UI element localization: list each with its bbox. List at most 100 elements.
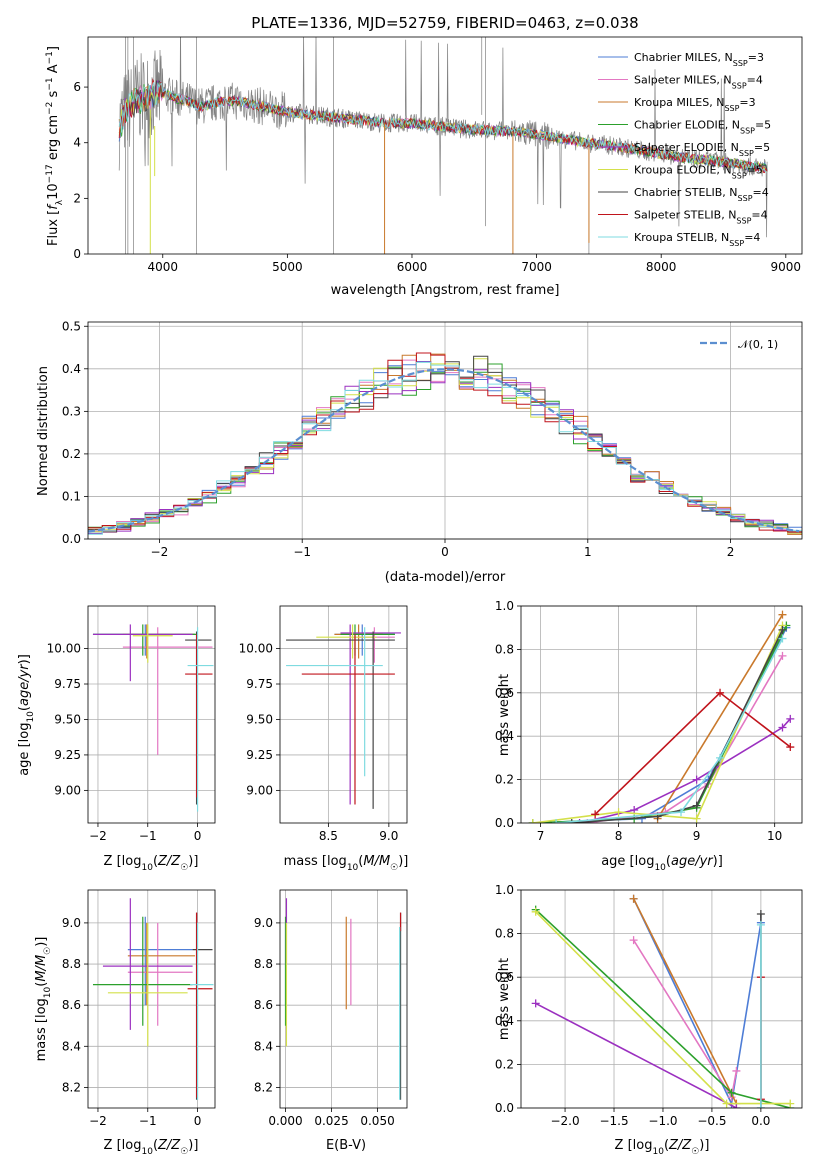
y-tick-label: 0 (73, 247, 81, 261)
data-point-kroupa_stelib (677, 808, 686, 817)
x-tick-label: 5000 (272, 260, 303, 274)
data-point-chabrier_stelib (567, 819, 576, 823)
plot-area (284, 898, 402, 1100)
y-tick-label: 9.50 (246, 712, 273, 726)
y-tick-label: 1.0 (495, 599, 514, 613)
legend-label: 𝒩(0, 1) (738, 338, 778, 351)
x-tick-label: 7000 (521, 260, 552, 274)
axes-frame (87, 605, 216, 824)
panel-age_vs_mass: 8.5 9.0 9.00 9.25 9.50 9.75 10.00 mass [log10(M… (239, 605, 409, 873)
series-line-kroupa_elodie (532, 625, 784, 823)
y-tick-label: 0.5 (62, 319, 81, 333)
y-axis-label: mass weight (497, 674, 512, 756)
data-point-kroupa_elodie (722, 1099, 731, 1108)
y-tick-label: 8.6 (62, 998, 81, 1012)
y-tick-label: 2 (73, 191, 81, 205)
x-tick-label: 8.5 (319, 829, 338, 843)
y-tick-label: 8.8 (254, 957, 273, 971)
data-point-kroupa_stelib (756, 1104, 765, 1108)
x-tick-label: −1 (139, 829, 157, 843)
series-line-salpeter_miles (587, 655, 784, 823)
x-axis-label: Z [log10(Z/Z☉)] (104, 854, 199, 873)
y-tick-label: 0.2 (495, 1057, 514, 1071)
plot-area (531, 894, 795, 1108)
data-point-kroupa_stelib (756, 920, 765, 929)
y-tick-label: 0.6 (495, 686, 514, 700)
y-tick-label: 9.0 (254, 916, 273, 930)
y-tick-label: 9.0 (62, 916, 81, 930)
data-point-kroupa_stelib (778, 634, 787, 643)
x-tick-label: 0 (194, 1114, 202, 1128)
y-tick-label: 1.0 (495, 883, 514, 897)
data-point-salpeter_elodie (531, 999, 540, 1008)
data-point-chabrier_stelib (692, 801, 701, 810)
panel-residuals: −2 −1 0 1 2 0.0 0.1 0.2 0.3 0.4 0.5 (data-model)/er… (36, 319, 803, 585)
plot-area (92, 898, 214, 1100)
data-point-salpeter_stelib (591, 810, 600, 819)
y-tick-label: 0.6 (495, 970, 514, 984)
y-tick-label: 0.0 (495, 816, 514, 830)
x-tick-label: 0 (194, 829, 202, 843)
y-tick-label: 10.00 (47, 642, 81, 656)
data-point-salpeter_elodie (732, 1104, 741, 1108)
x-tick-label: 8000 (646, 260, 677, 274)
legend-label: Chabrier ELODIE, NSSP=5 (634, 119, 771, 136)
x-axis-label: Z [log10(Z/Z☉)] (104, 1138, 199, 1157)
data-point-kroupa_elodie (614, 808, 623, 817)
x-axis-label: age [log10(age/yr)] (601, 854, 723, 873)
y-tick-label: 0.0 (495, 1101, 514, 1115)
y-axis-label: Flux [fλ10−17 erg cm−2 s−1 A−1] (45, 46, 65, 246)
plot-area (92, 624, 214, 812)
y-tick-label: 0.4 (495, 729, 514, 743)
x-axis-label: mass [log10(M/M☉)] (284, 854, 409, 873)
y-axis-label: age [log10(age/yr)] (17, 654, 36, 776)
series-line-chabrier_miles (532, 627, 788, 823)
axes-frame (520, 889, 803, 1109)
y-tick-label: 0.0 (62, 532, 81, 546)
x-tick-label: 2 (727, 545, 735, 559)
plot-area (118, 37, 768, 254)
data-point-kroupa_miles (778, 610, 787, 619)
data-point-kroupa_elodie (786, 1099, 795, 1108)
x-tick-label: 1 (584, 545, 592, 559)
y-tick-label: 8.4 (62, 1039, 81, 1053)
y-tick-label: 0.2 (495, 773, 514, 787)
x-tick-label: −1 (139, 1114, 157, 1128)
x-tick-label: 0.000 (268, 1114, 302, 1128)
y-axis-label: mass [log10(M/M☉)] (34, 937, 53, 1062)
legend-label: Kroupa STELIB, NSSP=4 (634, 231, 760, 248)
legend-label: Kroupa ELODIE, NSSP=5 (634, 164, 763, 181)
axes-frame (520, 605, 803, 824)
x-tick-label: 0 (441, 545, 449, 559)
histogram-kroupa_stelib (88, 361, 802, 535)
x-tick-label: −2 (89, 1114, 107, 1128)
series-line-chabrier_miles (632, 898, 762, 1107)
x-axis-label: Z [log10(Z/Z☉)] (615, 1138, 710, 1157)
legend-label: Salpeter STELIB, NSSP=4 (634, 209, 768, 226)
plot-area (528, 610, 795, 823)
y-tick-label: 9.25 (246, 748, 273, 762)
y-tick-label: 8.2 (62, 1080, 81, 1094)
y-tick-label: 9.25 (54, 748, 81, 762)
data-point-salpeter_elodie (786, 714, 795, 723)
y-tick-label: 0.4 (62, 362, 81, 376)
panel-weight_vs_Z: −2.0 −1.5 −1.0 −0.5 0.0 0.0 0.2 0.4 0.6 0.8 1.0 Z [… (495, 883, 803, 1157)
y-tick-label: 0.4 (495, 1014, 514, 1028)
x-tick-label: 7 (537, 829, 545, 843)
data-point-kroupa_elodie (692, 814, 701, 823)
chart-title: PLATE=1336, MJD=52759, FIBERID=0463, z=0… (251, 14, 638, 32)
legend-label: Chabrier MILES, NSSP=3 (634, 51, 764, 68)
y-tick-label: 8.4 (254, 1039, 273, 1053)
x-tick-label: −0.5 (697, 1114, 726, 1128)
y-tick-label: 8.2 (254, 1080, 273, 1094)
model-line-kroupa_stelib (118, 81, 768, 173)
panel-mass_vs_ebv: 0.000 0.025 0.050 8.2 8.4 8.6 8.8 9.0 E(B-V) (254, 889, 408, 1153)
y-tick-label: 8.8 (62, 957, 81, 971)
panel-spectrum: 4000 5000 6000 7000 8000 9000 0 2 4 6 PLATE=1336, … (45, 14, 803, 298)
data-point-kroupa_stelib (552, 819, 561, 823)
data-point-kroupa_stelib (716, 753, 725, 762)
normal-curve (88, 368, 800, 533)
x-tick-label: −2 (151, 545, 169, 559)
data-point-salpeter_stelib (716, 688, 725, 697)
y-tick-label: 0.8 (495, 642, 514, 656)
